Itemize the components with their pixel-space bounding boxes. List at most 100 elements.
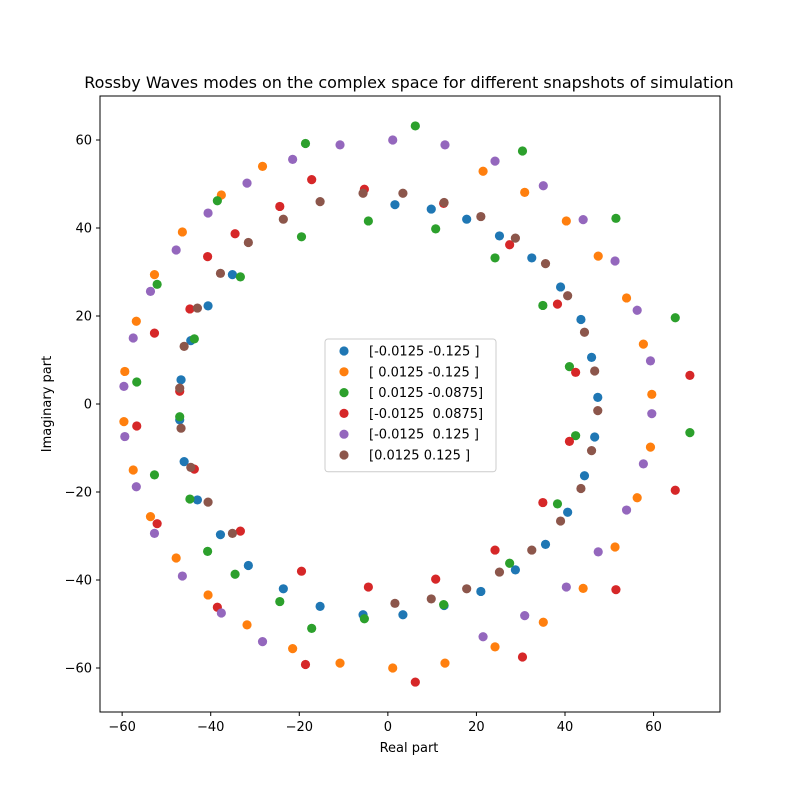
- data-point: [235, 272, 245, 282]
- data-point: [645, 442, 656, 452]
- data-point: [296, 566, 307, 576]
- x-tick-label: 20: [468, 720, 485, 735]
- data-point: [203, 546, 213, 557]
- data-point: [176, 375, 186, 385]
- data-point: [431, 224, 441, 234]
- data-point: [527, 253, 537, 263]
- data-point: [593, 547, 603, 557]
- data-point: [647, 389, 657, 399]
- data-point: [230, 569, 240, 579]
- data-point: [490, 545, 500, 555]
- data-point: [538, 617, 548, 627]
- data-point: [300, 138, 311, 149]
- y-tick-label: 40: [75, 222, 92, 237]
- data-point: [517, 146, 528, 156]
- data-point: [203, 208, 213, 218]
- data-point: [179, 457, 189, 467]
- data-point: [363, 216, 373, 226]
- data-point: [576, 314, 586, 325]
- data-point: [426, 594, 436, 604]
- data-point: [179, 341, 189, 351]
- data-point: [538, 300, 548, 311]
- data-point: [171, 245, 181, 255]
- data-point: [410, 677, 420, 687]
- data-point: [462, 214, 472, 224]
- data-point: [647, 409, 657, 419]
- data-point: [590, 366, 600, 376]
- data-point: [564, 362, 575, 372]
- data-point: [177, 227, 187, 237]
- legend-box: [324, 338, 497, 473]
- data-point: [177, 571, 187, 581]
- data-point: [185, 494, 195, 504]
- data-point: [579, 471, 590, 481]
- data-point: [128, 465, 138, 475]
- data-point: [670, 485, 680, 495]
- data-point: [296, 232, 307, 242]
- data-point: [120, 431, 130, 442]
- data-point: [288, 154, 298, 164]
- data-point: [410, 121, 420, 131]
- data-point: [185, 304, 195, 314]
- data-point: [203, 590, 213, 600]
- data-point: [610, 542, 620, 552]
- data-point: [621, 293, 632, 303]
- data-point: [216, 608, 226, 618]
- data-point: [563, 291, 573, 301]
- data-point: [175, 383, 185, 393]
- data-point: [478, 632, 488, 642]
- data-point: [578, 215, 588, 225]
- data-point: [476, 586, 486, 597]
- data-point: [462, 584, 472, 594]
- y-tick-label: 0: [84, 398, 92, 413]
- data-point: [230, 229, 240, 239]
- data-point: [632, 305, 642, 315]
- data-point: [552, 299, 563, 309]
- data-point: [175, 412, 185, 422]
- data-point: [257, 637, 268, 647]
- data-point: [275, 596, 285, 607]
- x-tick-label: −20: [286, 720, 313, 735]
- data-point: [388, 135, 398, 145]
- data-point: [611, 213, 621, 223]
- data-point: [152, 279, 162, 289]
- data-point: [590, 432, 600, 442]
- y-tick-label: −60: [65, 662, 92, 677]
- data-point: [561, 216, 571, 226]
- data-point: [278, 584, 288, 594]
- data-point: [235, 526, 245, 536]
- data-point: [335, 140, 345, 150]
- data-point: [510, 565, 520, 575]
- legend-entry: [-0.0125 -0.125 ]: [369, 345, 480, 360]
- data-point: [242, 620, 252, 630]
- data-point: [490, 253, 500, 263]
- data-point: [576, 483, 586, 494]
- data-point: [145, 512, 156, 522]
- y-axis-label: Imaginary part: [40, 356, 55, 452]
- data-point: [388, 663, 398, 673]
- data-point: [610, 256, 620, 266]
- data-point: [203, 252, 213, 262]
- data-point: [520, 187, 530, 197]
- data-point: [275, 201, 285, 212]
- data-point: [563, 507, 573, 517]
- data-point: [212, 196, 222, 206]
- data-point: [315, 197, 325, 207]
- data-point: [227, 270, 238, 280]
- legend-entry: [-0.0125 0.125 ]: [369, 428, 479, 443]
- data-point: [561, 582, 571, 592]
- data-point: [390, 200, 400, 210]
- data-point: [439, 600, 449, 610]
- legend-marker: [339, 367, 349, 377]
- data-point: [593, 251, 603, 261]
- data-point: [517, 652, 528, 662]
- data-point: [670, 313, 680, 323]
- data-point: [685, 370, 695, 380]
- data-point: [476, 211, 486, 222]
- data-point: [505, 240, 515, 250]
- data-point: [307, 623, 317, 634]
- y-tick-label: 60: [75, 134, 92, 149]
- data-point: [593, 406, 603, 416]
- data-point: [119, 381, 129, 391]
- legend-marker: [339, 450, 349, 460]
